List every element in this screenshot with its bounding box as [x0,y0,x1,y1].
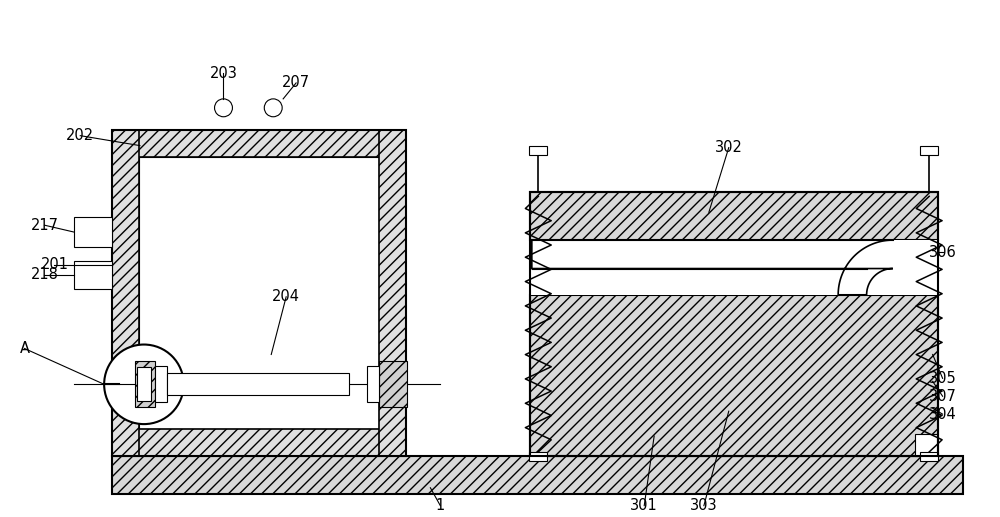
Text: 301: 301 [630,498,658,513]
Circle shape [104,344,184,424]
Circle shape [264,99,282,117]
Text: 207: 207 [282,75,310,90]
Polygon shape [532,240,893,295]
Text: 218: 218 [31,267,58,282]
Bar [112,130,406,157]
Text: 204: 204 [272,290,300,305]
Circle shape [215,99,232,117]
Bar [530,240,938,295]
Bar [167,373,349,396]
Bar [915,434,937,456]
Text: 307: 307 [929,389,957,404]
Bar [530,295,938,456]
Text: 303: 303 [690,498,718,513]
Bar [135,361,155,407]
Text: 203: 203 [210,66,237,81]
Text: 302: 302 [715,140,743,155]
Bar [137,368,151,401]
Bar [920,146,938,155]
Text: 201: 201 [40,257,68,272]
Bar [139,157,379,429]
Bar [530,192,938,456]
Bar [112,429,406,456]
Bar [529,146,547,155]
Bar [530,192,938,240]
Bar [379,361,407,407]
Text: 305: 305 [929,371,956,386]
Bar [920,452,938,461]
Bar [74,261,112,289]
Text: 1: 1 [436,498,445,513]
Text: 202: 202 [66,128,94,143]
Bar [379,130,406,456]
Text: 304: 304 [929,407,956,422]
Bar [74,217,112,247]
Text: 217: 217 [30,218,58,233]
Text: 306: 306 [929,245,956,260]
Bar [112,130,406,456]
Bar [112,456,963,494]
Bar [112,130,139,456]
Text: A: A [20,341,30,356]
Bar [155,367,167,402]
Bar [529,452,547,461]
Bar [367,367,379,402]
